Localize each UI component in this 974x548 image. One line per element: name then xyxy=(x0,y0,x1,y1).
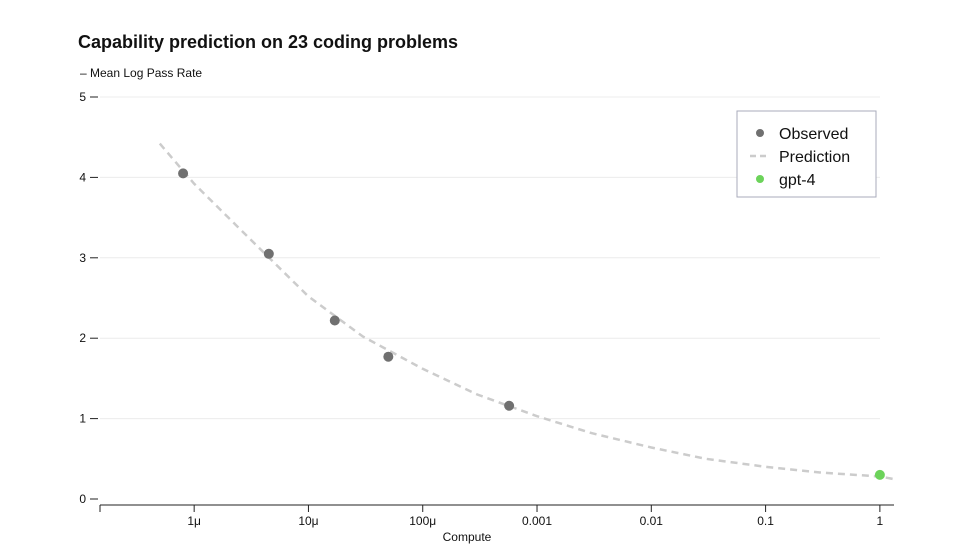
x-tick-label: 1 xyxy=(877,514,884,528)
x-tick-label: 0.01 xyxy=(640,514,664,528)
y-tick-label: 3 xyxy=(79,251,86,265)
axes: 0 1 2 3 4 5 1μ 10μ 100μ 0.001 0.01 0.1 1 xyxy=(79,90,894,528)
legend-label: Observed xyxy=(779,126,848,143)
x-tick-label: 1μ xyxy=(187,514,201,528)
observed-point xyxy=(383,351,394,362)
gpt-4-point xyxy=(874,469,885,480)
y-tick-label: 1 xyxy=(79,412,86,426)
x-axis-label: Compute xyxy=(443,530,492,544)
x-tick-label: 100μ xyxy=(409,514,436,528)
y-tick-label: 4 xyxy=(79,170,86,184)
legend-label: gpt-4 xyxy=(779,172,816,189)
legend-marker xyxy=(756,129,764,137)
legend-marker xyxy=(756,175,764,183)
legend: Observed Prediction gpt-4 xyxy=(736,110,877,198)
y-tick-label: 0 xyxy=(79,492,86,506)
y-tick-label: 5 xyxy=(79,90,86,104)
observed-point xyxy=(263,248,274,259)
gridlines xyxy=(100,96,880,420)
x-tick-label: 0.1 xyxy=(757,514,774,528)
y-tick-label: 2 xyxy=(79,331,86,345)
chart-title: Capability prediction on 23 coding probl… xyxy=(78,32,459,52)
observed-point xyxy=(329,315,340,326)
legend-label: Prediction xyxy=(779,149,850,166)
observed-point xyxy=(178,168,189,179)
x-tick-label: 10μ xyxy=(298,514,318,528)
series xyxy=(158,142,894,481)
observed-point xyxy=(504,400,515,411)
x-tick-label: 0.001 xyxy=(522,514,552,528)
y-axis-label: – Mean Log Pass Rate xyxy=(80,66,203,80)
